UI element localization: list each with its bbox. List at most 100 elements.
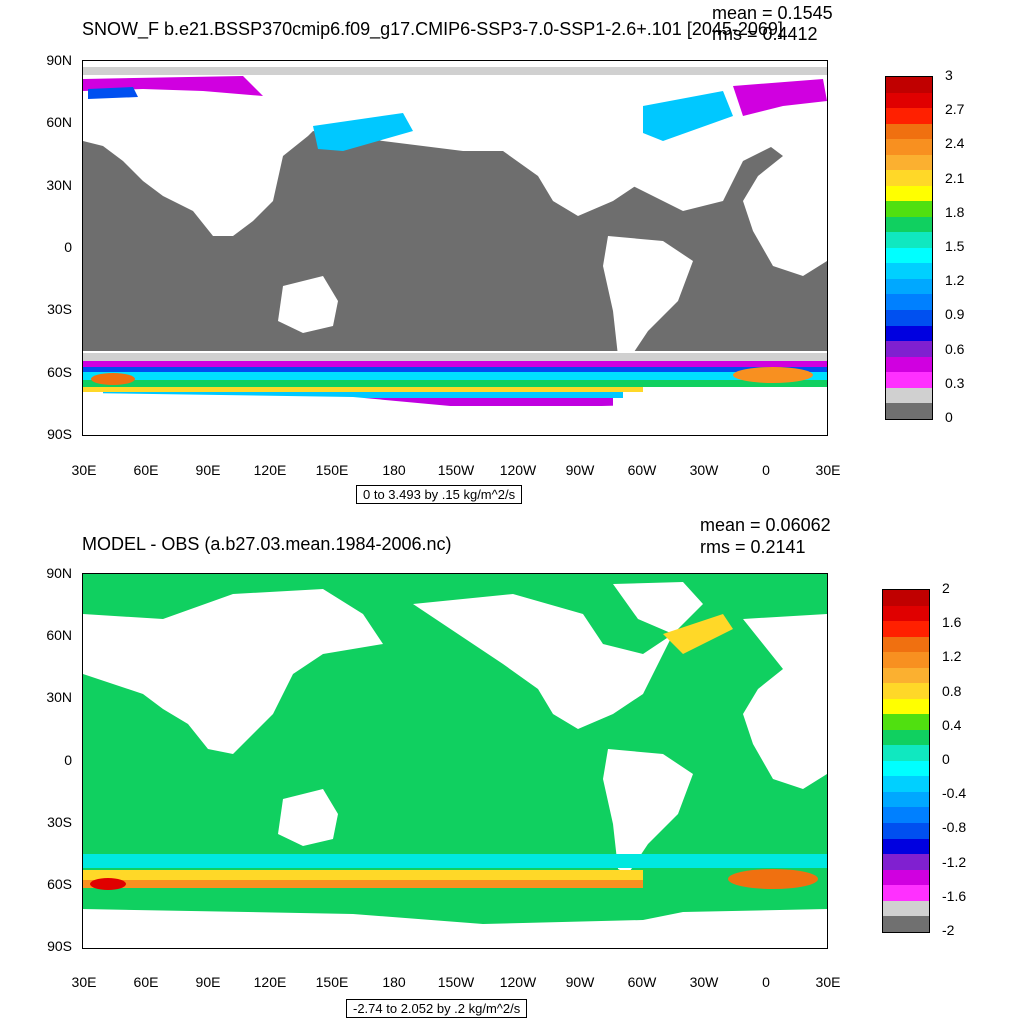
top-lon-60e: 60E [133,462,159,478]
top-south-hotspot-left [91,373,135,385]
top-lon-150e: 150E [315,462,349,478]
colorbar-label: 1.2 [945,272,965,289]
bottom-greenland-land [613,582,703,634]
top-asia-land [83,69,323,236]
colorbar-label: 0 [942,751,950,767]
top-atlantic-magenta [733,79,827,116]
colorbar-segment [886,278,932,295]
colorbar-label: 0.6 [945,340,965,357]
top-rms: rms = 0.4412 [712,24,818,44]
colorbar-label: 1.8 [945,203,965,220]
bottom-lat-90n: 90N [46,565,72,581]
top-title: SNOW_F b.e21.BSSP370cmip6.f09_g17.CMIP6-… [82,19,783,39]
top-south-hotspot-right [733,367,813,383]
bottom-south-yellow-band [83,870,643,880]
colorbar-segment [883,729,929,746]
bottom-asia-land [83,589,383,754]
bottom-lat-0: 0 [64,752,72,768]
colorbar-segment [886,92,932,109]
colorbar-segment [886,263,932,279]
bottom-lon-30w: 30W [689,974,719,990]
bottom-lon-120w: 120W [499,974,537,990]
colorbar-label: 2.1 [945,169,965,186]
colorbar-segment [883,916,929,932]
colorbar-label: 0.4 [942,716,962,733]
colorbar-label: -2 [942,922,955,938]
bottom-lon-180: 180 [382,974,406,990]
top-arctic-gray [83,67,827,75]
top-lat-0: 0 [64,239,72,255]
top-pacific-snow [313,113,413,151]
bottom-colorbar [882,589,930,933]
bottom-lon-120e: 120E [253,974,287,990]
top-mean: mean = 0.1545 [712,3,833,23]
bottom-lon-0: 0 [762,974,770,990]
colorbar-segment [883,590,929,606]
colorbar-label: 0.3 [945,374,965,391]
top-south-band-purple [353,398,613,406]
colorbar-segment [886,232,932,248]
top-south-band-cyan2 [103,392,623,398]
top-lon-30w: 30W [689,462,719,478]
colorbar-segment [883,885,929,901]
top-south-america-land [603,236,693,361]
colorbar-label: 3 [945,67,953,83]
bottom-lon-30e: 30E [71,974,97,990]
top-lon-120e: 120E [253,462,287,478]
bottom-lat-30s: 30S [47,814,72,830]
bottom-south-cyan-band [83,854,827,868]
bottom-lat-30n: 30N [46,689,72,705]
top-range-label: 0 to 3.493 by .15 kg/m^2/s [356,485,523,504]
colorbar-segment [886,154,932,171]
top-north-america-land [423,81,673,216]
bottom-south-hotspot-left [90,878,126,890]
top-lon-180: 180 [382,462,406,478]
colorbar-label: 0 [945,409,953,425]
bottom-lon-150e: 150E [315,974,349,990]
colorbar-segment [883,605,929,622]
bottom-range-label: -2.74 to 2.052 by .2 kg/m^2/s [346,999,528,1018]
colorbar-segment [886,309,932,326]
colorbar-segment [883,776,929,792]
top-antarctica-land [83,393,827,435]
colorbar-segment [883,683,929,699]
bottom-panel: MODEL - OBS (a.b27.03.mean.1984-2006.nc)… [0,512,1024,1024]
colorbar-label: 1.5 [945,238,965,254]
colorbar-label: 2.7 [945,101,965,118]
colorbar-label: 1.6 [942,614,962,631]
bottom-australia-land [278,789,338,846]
colorbar-segment [886,185,932,202]
colorbar-segment [883,636,929,653]
bottom-mean: mean = 0.06062 [700,515,831,535]
colorbar-segment [883,838,929,855]
colorbar-label: 2 [942,580,950,596]
colorbar-segment [886,77,932,93]
top-lon-120w: 120W [499,462,537,478]
top-arctic-magenta-left [83,76,263,96]
colorbar-label: -0.4 [942,785,967,802]
colorbar-segment [883,621,929,637]
colorbar-label: 0.9 [945,306,965,323]
top-australia-land [278,276,338,333]
top-lon-90e: 90E [195,462,221,478]
bottom-europe-africa-land [743,614,827,789]
colorbar-segment [886,387,932,404]
colorbar-segment [886,403,932,419]
colorbar-segment [883,667,929,684]
top-south-band-gray [83,353,827,361]
colorbar-segment [886,123,932,140]
top-lat-90s: 90S [47,426,72,442]
colorbar-segment [883,791,929,808]
bottom-south-america-land [603,749,693,874]
bottom-lat-90s: 90S [47,938,72,954]
top-south-band-yellow [83,387,643,392]
colorbar-segment [886,341,932,357]
top-lat-90n: 90N [46,52,72,68]
top-europe-africa-land [743,116,827,276]
colorbar-segment [886,216,932,233]
colorbar-segment [883,698,929,715]
top-lat-60s: 60S [47,364,72,380]
top-south-band-blue [83,367,827,372]
bottom-map-svg [83,574,827,948]
colorbar-segment [886,325,932,342]
